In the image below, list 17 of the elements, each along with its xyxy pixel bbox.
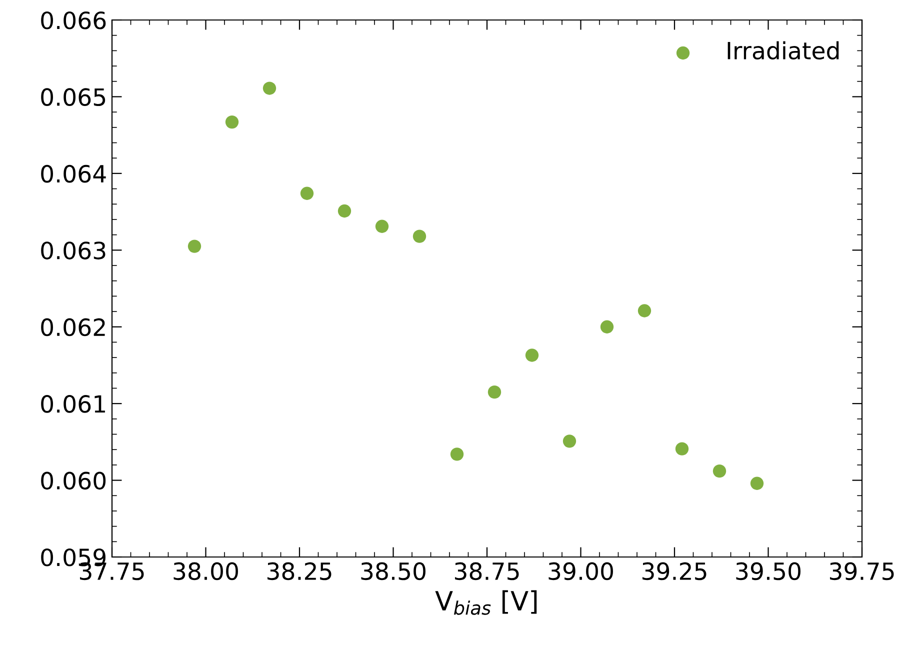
y-tick-label: 0.060 — [41, 472, 106, 490]
x-tick-label: 38.50 — [361, 562, 426, 580]
x-axis-title: V$_{bias}$ [V] — [435, 590, 537, 615]
y-tick-label: 0.062 — [41, 318, 105, 336]
y-tick-label: 0.063 — [41, 242, 106, 260]
x-tick-label: 39.50 — [736, 562, 800, 580]
y-tick-label: 0.065 — [41, 88, 106, 106]
y-tick-label: 0.061 — [41, 395, 105, 413]
y-tick-label: 0.066 — [41, 11, 106, 30]
x-tick-label: 39.25 — [642, 562, 706, 580]
x-tick-label: 38.00 — [174, 562, 238, 580]
x-tick-label: 39.00 — [548, 562, 613, 580]
y-tick-label: 0.064 — [41, 164, 106, 183]
legend-label: Irradiated — [728, 41, 839, 60]
x-tick-label: 38.25 — [268, 562, 332, 580]
x-tick-label: 39.75 — [830, 562, 894, 580]
x-tick-label: 38.75 — [455, 562, 519, 580]
